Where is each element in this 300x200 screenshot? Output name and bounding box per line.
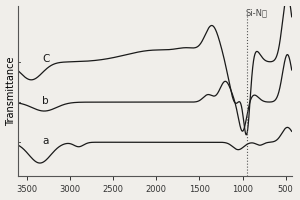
Text: C: C (43, 54, 50, 64)
Y-axis label: Transmittance: Transmittance (6, 56, 16, 126)
Text: a: a (43, 136, 49, 146)
Text: b: b (43, 96, 49, 106)
Text: Si-N键: Si-N键 (245, 8, 267, 17)
